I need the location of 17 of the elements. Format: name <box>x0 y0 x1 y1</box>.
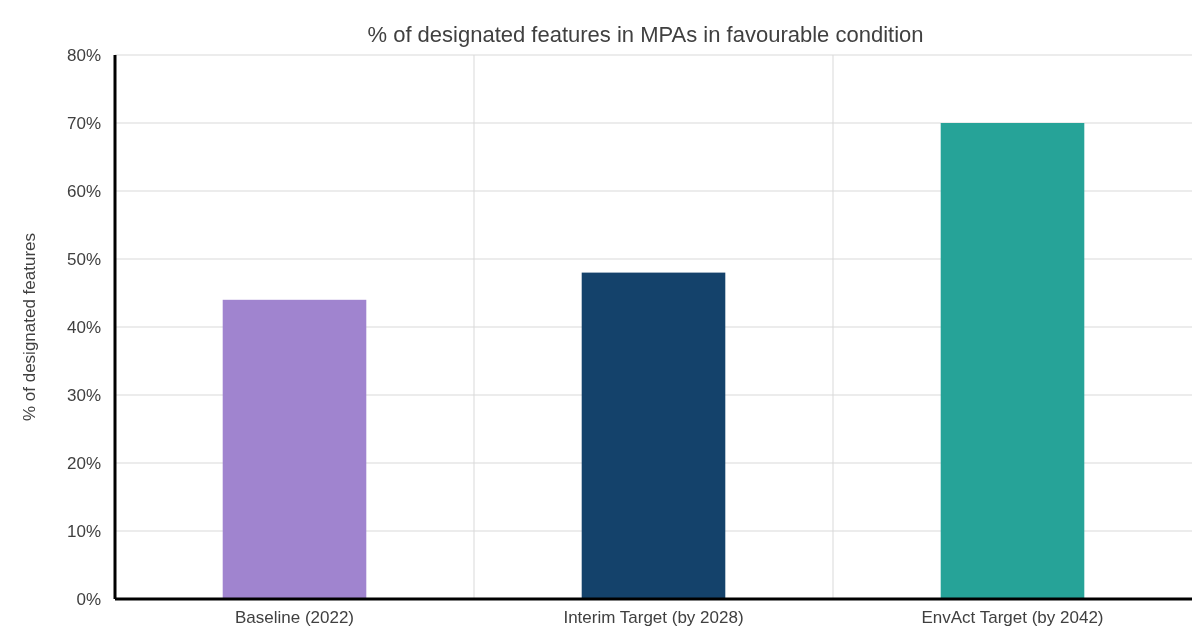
y-tick-label: 0% <box>76 589 101 609</box>
y-tick-label: 30% <box>66 385 101 405</box>
y-tick-label: 70% <box>66 113 101 133</box>
bar <box>222 299 367 599</box>
y-tick-label: 60% <box>66 181 101 201</box>
x-tick-label: Interim Target (by 2028) <box>563 608 744 627</box>
chart-title: % of designated features in MPAs in favourable condition <box>367 22 924 47</box>
x-tick-label: EnvAct Target (by 2042) <box>921 608 1104 627</box>
y-tick-label: 80% <box>66 45 101 65</box>
y-tick-label: 10% <box>66 521 101 541</box>
y-tick-label: 20% <box>66 453 101 473</box>
bar <box>940 123 1085 599</box>
x-tick-label: Baseline (2022) <box>234 608 355 627</box>
y-tick-label: 40% <box>66 317 101 337</box>
y-axis-title: % of designated features <box>20 232 39 422</box>
y-tick-label: 50% <box>66 249 101 269</box>
bar <box>581 272 726 599</box>
